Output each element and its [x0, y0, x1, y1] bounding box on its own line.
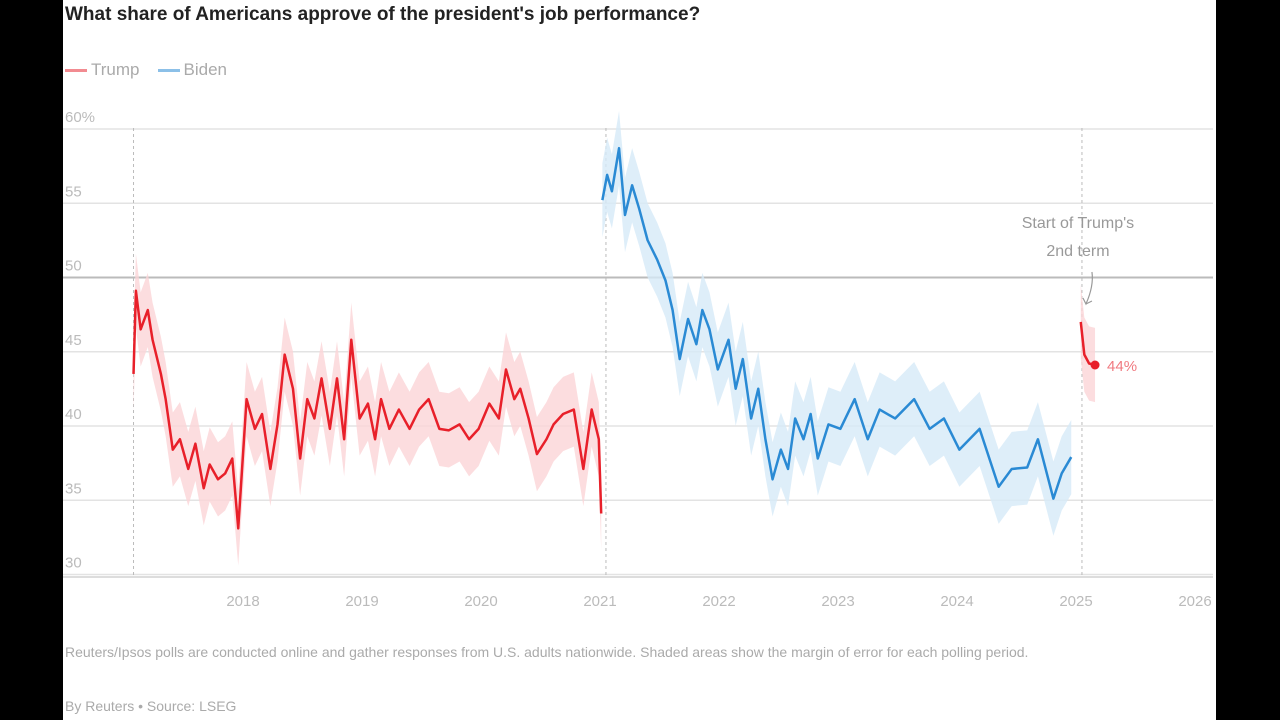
y-tick-label: 45	[65, 332, 82, 349]
legend-label-trump: Trump	[91, 60, 140, 79]
annotation-line1: Start of Trump's	[1022, 215, 1134, 232]
x-tick-label: 2026	[1178, 593, 1211, 610]
x-tick-label: 2023	[821, 593, 854, 610]
series-line-biden	[601, 146, 1073, 500]
chart-panel: 60% 55 50 45 40 35 30 2018 2019 2020 2021 2022 2023 2…	[63, 0, 1216, 720]
x-tick-label: 2021	[583, 593, 616, 610]
margin-band-biden	[602, 111, 1072, 536]
y-tick-label: 55	[65, 183, 82, 200]
legend: Trump Biden	[65, 60, 227, 80]
legend-swatch-biden	[157, 68, 180, 72]
series-line-trump	[132, 289, 603, 530]
legend-swatch-trump	[65, 68, 87, 72]
margin-band-trump	[133, 253, 602, 566]
y-tick-label: 40	[65, 406, 82, 423]
chart-credit: By Reuters • Source: LSEG	[65, 698, 237, 714]
y-tick-label: 60%	[65, 109, 95, 126]
x-tick-label: 2020	[464, 593, 497, 610]
legend-label-biden: Biden	[183, 60, 227, 79]
x-tick-label: 2025	[1059, 593, 1092, 610]
y-tick-label: 35	[65, 480, 82, 497]
margin-band-trump	[1080, 284, 1096, 403]
x-tick-label: 2022	[702, 593, 735, 610]
x-tick-label: 2018	[226, 593, 259, 610]
approval-chart: 60% 55 50 45 40 35 30 2018 2019 2020 2021 2022 2023 2…	[63, 109, 1213, 610]
chart-note: Reuters/Ipsos polls are conducted online…	[65, 644, 1029, 660]
end-point-marker	[1090, 360, 1100, 370]
legend-item-trump: Trump	[65, 60, 140, 80]
end-value-label: 44%	[1107, 358, 1137, 375]
x-tick-label: 2024	[940, 593, 973, 610]
chart-title: What share of Americans approve of the p…	[65, 4, 701, 25]
annotation-arrow	[1082, 271, 1093, 306]
y-tick-label: 50	[65, 258, 82, 275]
annotation-line2: 2nd term	[1046, 243, 1109, 260]
y-tick-label: 30	[65, 555, 82, 572]
legend-item-biden: Biden	[157, 60, 227, 80]
x-tick-label: 2019	[345, 593, 378, 610]
